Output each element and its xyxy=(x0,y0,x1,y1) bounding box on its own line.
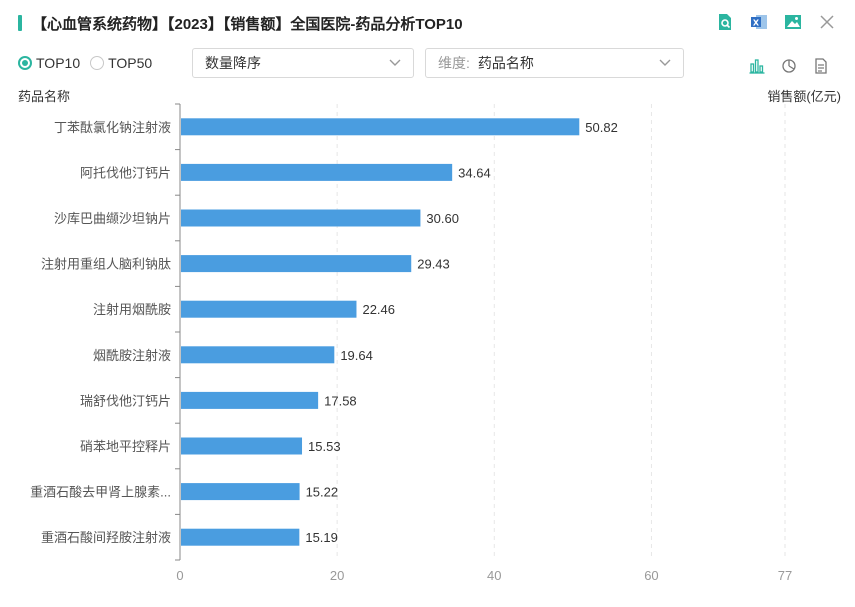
category-label: 阿托伐他汀钙片 xyxy=(80,165,171,180)
bar-chart-icon[interactable] xyxy=(747,56,767,76)
value-label: 15.19 xyxy=(305,530,338,545)
image-export-icon[interactable] xyxy=(783,12,803,32)
x-tick-label: 40 xyxy=(487,568,501,583)
x-tick-label: 77 xyxy=(778,568,792,583)
value-label: 15.53 xyxy=(308,439,341,454)
value-label: 19.64 xyxy=(340,348,373,363)
x-axis-title: 销售额(亿元) xyxy=(767,89,841,104)
controls-bar: TOP10 TOP50 数量降序 维度: 药品名称 xyxy=(0,46,855,82)
value-label: 15.22 xyxy=(306,485,339,500)
x-tick-label: 60 xyxy=(644,568,658,583)
bar xyxy=(181,391,319,409)
bar xyxy=(181,300,357,318)
sort-select[interactable]: 数量降序 xyxy=(192,48,414,78)
page-title: 【心血管系统药物】【2023】【销售额】全国医院-药品分析TOP10 xyxy=(32,16,463,33)
bar xyxy=(181,163,453,181)
category-label: 重酒石酸间羟胺注射液 xyxy=(41,530,171,545)
table-doc-icon[interactable] xyxy=(811,56,831,76)
value-label: 30.60 xyxy=(426,211,459,226)
value-label: 29.43 xyxy=(417,257,450,272)
value-label: 34.64 xyxy=(458,165,491,180)
pie-chart-icon[interactable] xyxy=(779,56,799,76)
dimension-select[interactable]: 维度: 药品名称 xyxy=(425,48,684,78)
chevron-down-icon xyxy=(389,59,401,66)
category-label: 丁苯酞氯化钠注射液 xyxy=(54,120,171,135)
svg-text:X: X xyxy=(753,19,760,28)
bar-chart: 0 20 40 60 77 丁苯酞氯化钠注射液 50.82 阿托伐他汀钙片 34.64 沙库巴曲缬… xyxy=(30,103,792,583)
bar xyxy=(181,118,580,136)
radio-unselected-icon xyxy=(90,56,105,70)
bar xyxy=(181,346,335,364)
radio-top10[interactable]: TOP10 xyxy=(18,55,80,71)
category-label: 烟酰胺注射液 xyxy=(93,348,171,363)
category-label: 注射用烟酰胺 xyxy=(93,302,171,317)
bar xyxy=(181,483,300,501)
category-label: 重酒石酸去甲肾上腺素... xyxy=(30,485,171,500)
radio-selected-icon xyxy=(18,56,32,70)
radio-top50[interactable]: TOP50 xyxy=(90,55,152,71)
x-tick-label: 20 xyxy=(330,568,344,583)
category-label: 沙库巴曲缬沙坦钠片 xyxy=(54,211,171,226)
title-toolbar: X xyxy=(715,12,837,32)
view-toolbar xyxy=(747,56,831,76)
sort-select-value: 数量降序 xyxy=(205,55,261,71)
dimension-select-value: 药品名称 xyxy=(477,55,534,71)
search-doc-icon[interactable] xyxy=(715,12,735,32)
y-axis-title: 药品名称 xyxy=(18,89,71,104)
value-label: 22.46 xyxy=(362,302,395,317)
value-label: 17.58 xyxy=(324,393,357,408)
radio-top10-label: TOP10 xyxy=(36,55,81,71)
category-label: 注射用重组人脑利钠肽 xyxy=(41,257,171,272)
top-n-radio-group: TOP10 TOP50 xyxy=(18,55,152,71)
category-label: 硝苯地平控释片 xyxy=(80,439,171,454)
bar xyxy=(181,528,300,546)
value-label: 50.82 xyxy=(585,120,618,135)
close-icon[interactable] xyxy=(817,12,837,32)
bar xyxy=(181,209,421,227)
bar xyxy=(181,255,412,273)
category-label: 瑞舒伐他汀钙片 xyxy=(80,393,171,408)
x-tick-label: 0 xyxy=(176,568,183,583)
radio-top50-label: TOP50 xyxy=(108,55,153,71)
title-bar: 【心血管系统药物】【2023】【销售额】全国医院-药品分析TOP10 X xyxy=(0,0,855,46)
bar xyxy=(181,437,303,455)
dimension-select-prefix: 维度: xyxy=(438,55,470,71)
excel-export-icon[interactable]: X xyxy=(749,12,769,32)
title-accent-bar xyxy=(18,15,22,31)
chevron-down-icon xyxy=(659,59,671,66)
